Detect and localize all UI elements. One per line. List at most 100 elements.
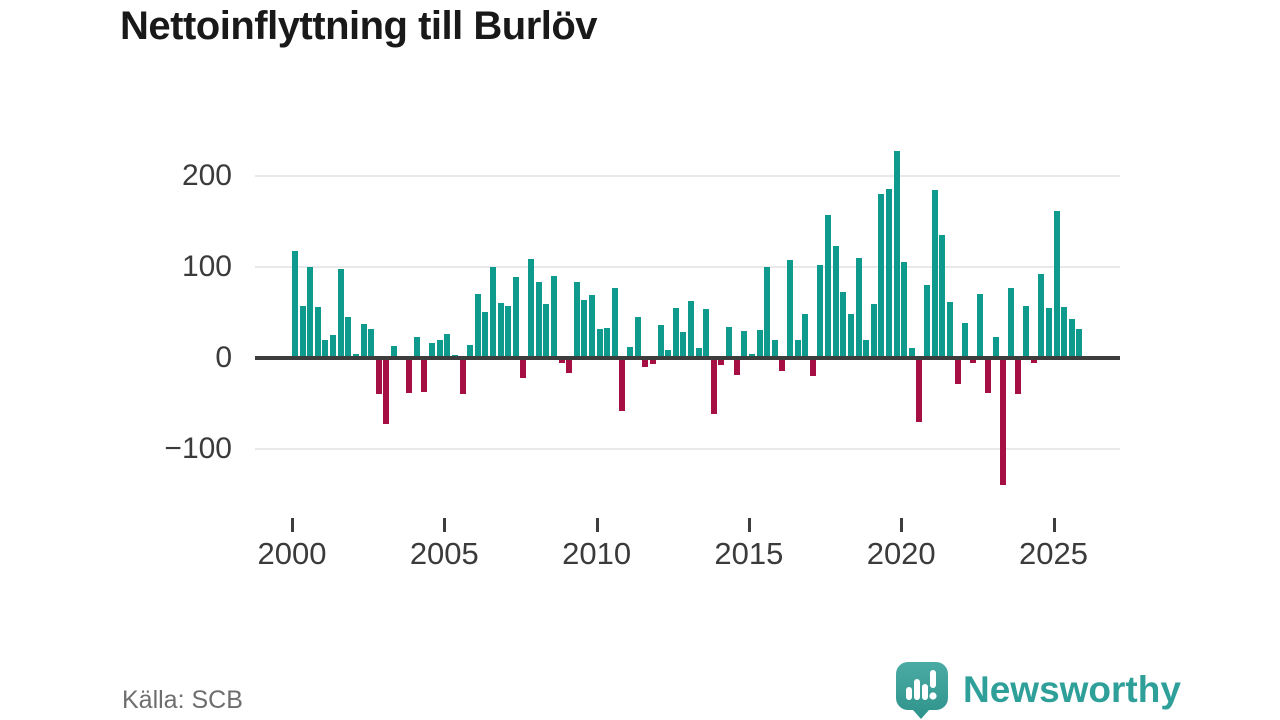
bar-2025-Q1 <box>1053 210 1060 358</box>
bar-2016-Q4 <box>802 314 809 358</box>
bar-2008-Q2 <box>543 304 550 358</box>
bar-2009-Q4 <box>588 295 595 358</box>
bar-2023-Q2 <box>1000 358 1007 486</box>
bar-2015-Q3 <box>764 267 771 358</box>
bar-2012-Q4 <box>680 331 687 358</box>
bar-2001-Q1 <box>322 339 329 358</box>
bar-2018-Q3 <box>855 257 862 358</box>
x-axis-label-2015: 2015 <box>714 536 784 571</box>
bar-2000-Q3 <box>307 267 314 358</box>
bar-2006-Q2 <box>482 311 489 358</box>
chart-title: Nettoinflyttning till Burlöv <box>120 4 598 48</box>
bar-2014-Q2 <box>726 327 733 358</box>
bar-2003-Q4 <box>406 358 413 393</box>
bar-glyph-small <box>906 687 912 700</box>
bar-2011-Q2 <box>634 317 641 358</box>
gridline-y100 <box>255 266 1120 268</box>
x-axis-label-2000: 2000 <box>257 536 327 571</box>
exclamation-stem <box>930 670 936 688</box>
bar-2021-Q3 <box>946 302 953 358</box>
bar-2014-Q3 <box>733 358 740 376</box>
x-axis-tick-2010 <box>595 518 599 532</box>
x-axis-tick-2025 <box>1052 518 1056 532</box>
bar-2023-Q4 <box>1015 358 1022 395</box>
bar-2021-Q2 <box>939 235 946 358</box>
x-axis-label-2025: 2025 <box>1019 536 1088 571</box>
bar-2022-Q3 <box>977 294 984 358</box>
bar-2000-Q2 <box>299 306 306 358</box>
bar-2019-Q3 <box>885 188 892 358</box>
bar-2018-Q1 <box>840 292 847 358</box>
bar-2008-Q4 <box>558 358 565 364</box>
bar-2002-Q3 <box>368 328 375 358</box>
bar-2003-Q1 <box>383 358 390 424</box>
bar-2004-Q3 <box>429 343 436 358</box>
bar-2012-Q2 <box>665 349 672 358</box>
bar-2011-Q4 <box>649 358 656 365</box>
bar-2023-Q1 <box>992 337 999 358</box>
bar-2009-Q1 <box>566 358 573 373</box>
bar-2009-Q3 <box>581 299 588 358</box>
bar-2024-Q3 <box>1038 274 1045 358</box>
bar-2005-Q1 <box>444 334 451 358</box>
newsworthy-logo: Newsworthy <box>893 660 1181 720</box>
bar-2007-Q3 <box>520 358 527 379</box>
bar-2012-Q3 <box>672 307 679 358</box>
bar-2000-Q4 <box>314 307 321 358</box>
bar-2004-Q4 <box>436 339 443 358</box>
x-axis-tick-2020 <box>900 518 904 532</box>
bar-2025-Q4 <box>1076 328 1083 358</box>
bar-2002-Q4 <box>375 358 382 395</box>
bar-2016-Q1 <box>779 358 786 371</box>
bar-2015-Q4 <box>771 339 778 358</box>
bar-2013-Q2 <box>695 347 702 358</box>
bar-2020-Q3 <box>916 358 923 422</box>
bar-2007-Q2 <box>512 277 519 358</box>
bar-2016-Q3 <box>794 339 801 358</box>
bar-2012-Q1 <box>657 325 664 358</box>
bar-2017-Q2 <box>817 265 824 358</box>
bar-2007-Q1 <box>505 306 512 358</box>
bar-2009-Q2 <box>573 281 580 358</box>
bar-2016-Q2 <box>786 259 793 358</box>
bar-2001-Q4 <box>345 317 352 358</box>
source-note: Källa: SCB <box>122 686 243 714</box>
bar-2021-Q1 <box>931 189 938 358</box>
bar-2018-Q4 <box>863 339 870 358</box>
bar-2005-Q3 <box>459 358 466 395</box>
bar-2017-Q3 <box>825 215 832 358</box>
bar-2019-Q4 <box>893 150 900 358</box>
bar-2014-Q4 <box>741 330 748 358</box>
bar-2000-Q1 <box>292 250 298 358</box>
y-axis-label-200: 200 <box>181 159 232 192</box>
bar-2006-Q4 <box>497 303 504 358</box>
y-axis-label-0: 0 <box>215 341 232 374</box>
x-axis-tick-2015 <box>747 518 751 532</box>
bar-glyph-tall <box>914 679 920 700</box>
bar-2021-Q4 <box>954 358 961 385</box>
gridline-y-100 <box>255 448 1120 450</box>
bar-2011-Q1 <box>627 347 634 358</box>
bar-2019-Q1 <box>870 304 877 358</box>
x-axis-tick-2005 <box>443 518 447 532</box>
bar-2013-Q1 <box>687 300 694 358</box>
bar-2024-Q4 <box>1045 307 1052 358</box>
bar-2001-Q2 <box>330 335 337 358</box>
bar-2008-Q1 <box>535 281 542 358</box>
bar-2011-Q3 <box>642 358 649 368</box>
bar-2010-Q1 <box>596 328 603 358</box>
bar-2004-Q1 <box>413 337 420 358</box>
bar-2017-Q1 <box>809 358 816 377</box>
bar-2020-Q4 <box>924 285 931 358</box>
x-axis-tick-2000 <box>291 518 294 532</box>
bar-2014-Q1 <box>718 358 725 366</box>
bar-2017-Q4 <box>832 246 839 358</box>
bar-2025-Q2 <box>1061 307 1068 358</box>
bar-2025-Q3 <box>1068 318 1075 358</box>
x-axis-label-2005: 2005 <box>409 536 479 571</box>
bar-2005-Q4 <box>467 345 474 358</box>
bar-2006-Q3 <box>489 267 496 358</box>
bar-2002-Q2 <box>360 324 367 358</box>
bar-2008-Q3 <box>550 276 557 358</box>
